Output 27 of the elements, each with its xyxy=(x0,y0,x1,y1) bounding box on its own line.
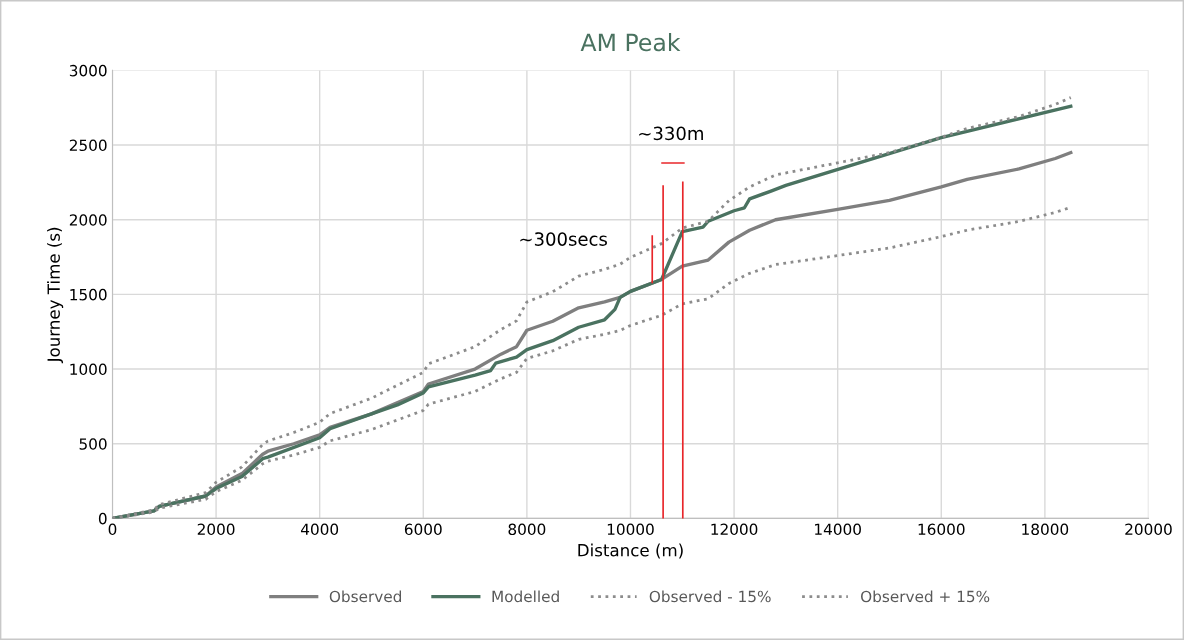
y-tick-label: 2000 xyxy=(69,214,107,226)
x-tick-label: 2000 xyxy=(197,523,235,536)
y-tick-label: 500 xyxy=(79,438,107,450)
x-tick-label: 0 xyxy=(108,523,117,536)
y-tick-label: 1500 xyxy=(70,288,107,301)
annotation: ~330m xyxy=(639,126,703,141)
x-tick-label: 18000 xyxy=(1022,523,1069,536)
annotation: ~300secs xyxy=(520,232,607,246)
y-tick-label: 1000 xyxy=(70,363,107,376)
legend-label: Modelled xyxy=(492,590,559,603)
x-axis-title: Distance (m) xyxy=(578,543,683,559)
x-tick-label: 8000 xyxy=(508,523,546,536)
x-tick-label: 4000 xyxy=(300,523,339,536)
y-tick-label: 0 xyxy=(98,512,107,525)
x-tick-label: 14000 xyxy=(815,523,861,536)
legend-label: Observed - 15% xyxy=(649,590,771,603)
x-tick-label: 20000 xyxy=(1125,523,1172,536)
x-tick-label: 10000 xyxy=(607,523,654,536)
legend-label: Observed + 15% xyxy=(861,590,990,603)
x-tick-label: 12000 xyxy=(711,523,758,536)
x-tick-label: 6000 xyxy=(404,523,442,536)
x-tick-label: 16000 xyxy=(918,523,965,536)
y-tick-label: 2500 xyxy=(69,139,107,152)
y-axis-title: Journey Time (s) xyxy=(47,227,64,364)
y-tick-label: 3000 xyxy=(69,64,107,77)
legend-label: Observed xyxy=(329,590,402,603)
chart-title: AM Peak xyxy=(580,33,681,52)
